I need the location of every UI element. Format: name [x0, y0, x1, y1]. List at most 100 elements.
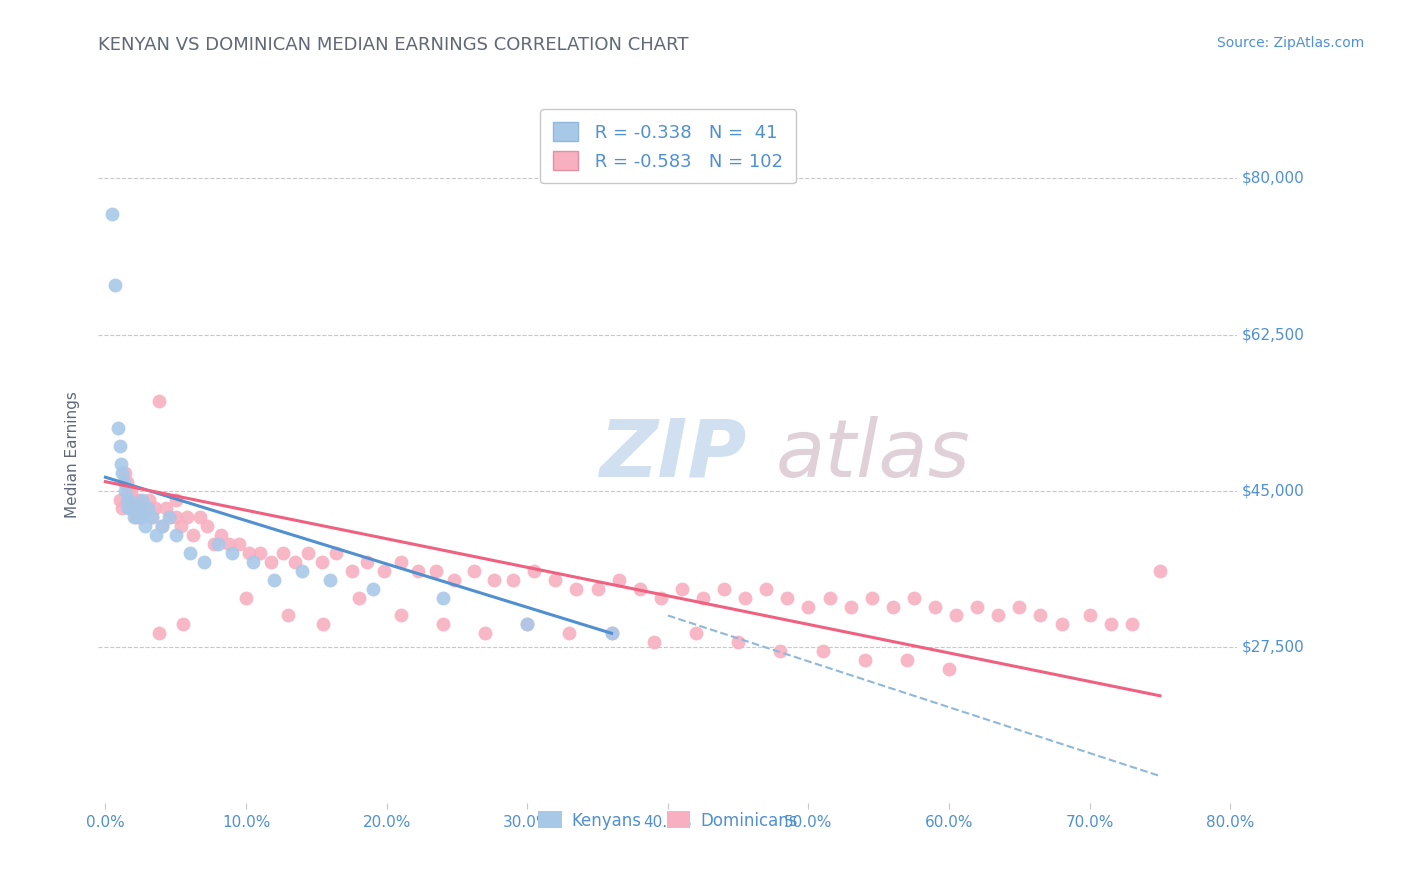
Point	[1029, 608, 1052, 623]
Point	[132, 501, 155, 516]
Point	[277, 608, 299, 623]
Point	[432, 591, 454, 605]
Point	[121, 501, 143, 516]
Point	[145, 528, 167, 542]
Point	[218, 537, 240, 551]
Point	[443, 573, 465, 587]
Point	[117, 501, 139, 516]
Point	[356, 555, 378, 569]
Point	[373, 564, 395, 578]
Point	[124, 501, 146, 516]
Point	[987, 608, 1010, 623]
Point	[853, 653, 876, 667]
Point	[129, 510, 152, 524]
Point	[125, 501, 148, 516]
Point	[432, 617, 454, 632]
Point	[143, 501, 166, 516]
Point	[122, 510, 145, 524]
Point	[159, 510, 181, 524]
Point	[111, 466, 134, 480]
Point	[235, 591, 257, 605]
Point	[104, 278, 127, 293]
Point	[118, 492, 141, 507]
Point	[882, 599, 904, 614]
Point	[769, 644, 792, 658]
Point	[128, 501, 150, 516]
Point	[945, 608, 967, 623]
Point	[115, 492, 138, 507]
Point	[120, 483, 142, 498]
Point	[150, 519, 173, 533]
Point	[135, 501, 157, 516]
Point	[170, 519, 193, 533]
Point	[860, 591, 883, 605]
Point	[692, 591, 714, 605]
Point	[165, 528, 187, 542]
Point	[474, 626, 496, 640]
Point	[114, 483, 136, 498]
Point	[141, 510, 163, 524]
Point	[193, 555, 215, 569]
Point	[114, 466, 136, 480]
Point	[586, 582, 609, 596]
Point	[516, 617, 538, 632]
Point	[671, 582, 693, 596]
Point	[110, 457, 132, 471]
Point	[271, 546, 294, 560]
Point	[136, 501, 159, 516]
Point	[172, 617, 194, 632]
Point	[1008, 599, 1031, 614]
Point	[141, 510, 163, 524]
Point	[406, 564, 429, 578]
Point	[311, 555, 333, 569]
Point	[165, 492, 187, 507]
Point	[839, 599, 862, 614]
Point	[628, 582, 651, 596]
Point	[188, 510, 211, 524]
Point	[565, 582, 588, 596]
Point	[134, 519, 156, 533]
Point	[238, 546, 260, 560]
Point	[600, 626, 623, 640]
Y-axis label: Median Earnings: Median Earnings	[65, 392, 80, 518]
Point	[125, 510, 148, 524]
Point	[755, 582, 778, 596]
Point	[176, 510, 198, 524]
Point	[101, 207, 124, 221]
Text: atlas: atlas	[776, 416, 970, 494]
Point	[818, 591, 841, 605]
Point	[118, 492, 141, 507]
Point	[558, 626, 581, 640]
Point	[157, 510, 180, 524]
Point	[150, 519, 173, 533]
Point	[325, 546, 347, 560]
Point	[179, 546, 201, 560]
Point	[685, 626, 707, 640]
Point	[207, 537, 229, 551]
Point	[776, 591, 799, 605]
Point	[124, 501, 146, 516]
Point	[523, 564, 546, 578]
Point	[297, 546, 319, 560]
Point	[340, 564, 363, 578]
Point	[312, 617, 335, 632]
Point	[165, 510, 187, 524]
Point	[202, 537, 225, 551]
Text: $45,000: $45,000	[1241, 483, 1305, 498]
Text: KENYAN VS DOMINICAN MEDIAN EARNINGS CORRELATION CHART: KENYAN VS DOMINICAN MEDIAN EARNINGS CORR…	[98, 36, 689, 54]
Point	[966, 599, 988, 614]
Point	[121, 501, 143, 516]
Point	[195, 519, 218, 533]
Point	[128, 501, 150, 516]
Point	[903, 591, 925, 605]
Text: $27,500: $27,500	[1241, 640, 1305, 654]
Point	[129, 510, 152, 524]
Text: Source: ZipAtlas.com: Source: ZipAtlas.com	[1216, 36, 1364, 50]
Point	[1050, 617, 1073, 632]
Point	[463, 564, 485, 578]
Point	[111, 501, 134, 516]
Point	[361, 582, 384, 596]
Point	[117, 483, 139, 498]
Point	[938, 662, 960, 676]
Point	[797, 599, 820, 614]
